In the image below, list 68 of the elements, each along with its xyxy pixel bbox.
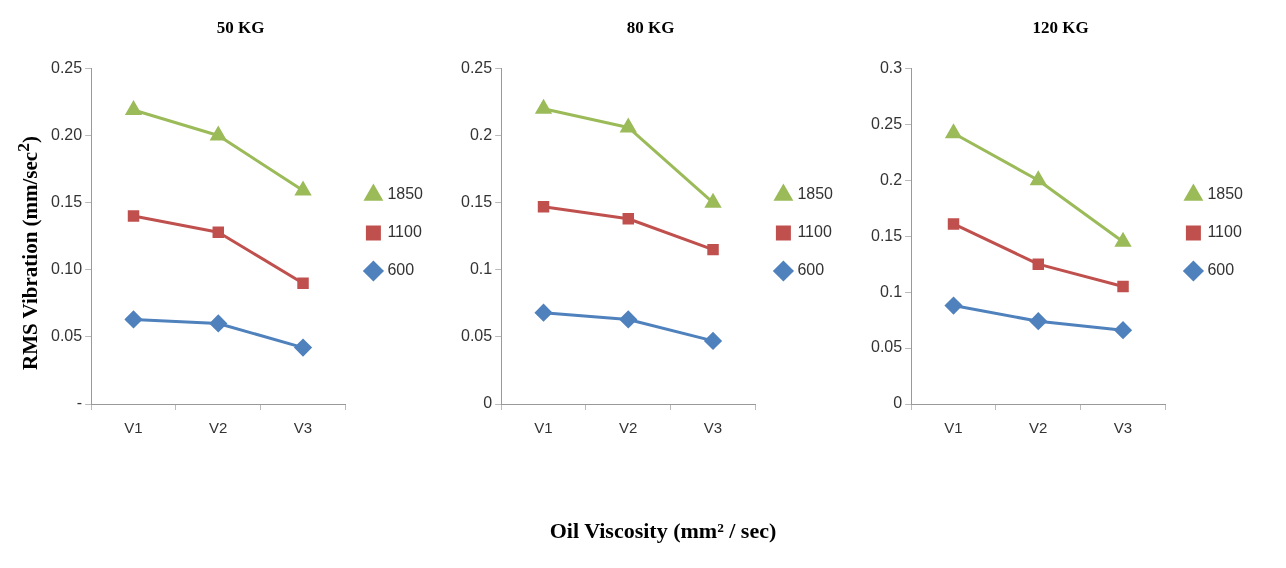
point [620,118,636,133]
point [1032,258,1045,270]
point [1029,312,1047,330]
x-tick-label: V1 [534,419,553,437]
x-tick-label: V3 [1113,419,1133,437]
point [210,127,226,141]
point [619,310,637,328]
legend-label: 1850 [797,185,834,203]
x-axis-title: Oil Viscosity (mm² / sec) [548,518,778,544]
legend-label: 1100 [797,223,832,241]
point [1030,171,1046,186]
legend-label: 1850 [1207,185,1244,203]
y-tick-label: 0.2 [879,170,903,188]
x-tick-label: V2 [619,419,638,437]
x-tick-label: V3 [293,419,313,437]
point [947,218,960,230]
point [1114,321,1132,339]
legend-label: 1850 [387,185,424,203]
point [945,124,962,139]
x-tick-label: V1 [124,419,143,437]
y-tick-label: - [76,394,83,412]
point [705,194,721,208]
legend-label: 1100 [387,223,422,241]
point [212,226,225,238]
x-tick-label: V2 [209,419,228,437]
y-tick-label: 0.05 [461,327,493,345]
x-tick-label: V1 [944,419,963,437]
point [209,314,227,332]
point [537,200,550,213]
x-tick-label: V3 [703,419,723,437]
point [622,213,635,225]
y-tick-label: 0.05 [871,338,903,356]
y-tick-label: 0.15 [461,193,493,211]
point [535,304,553,322]
y-tick-label: 0.10 [51,260,83,278]
y-tick-label: 0.3 [879,58,903,76]
chart-title: 80 KG [626,17,675,37]
legend-label: 1100 [1207,223,1242,241]
chart-title: 120 KG [1032,17,1089,37]
y-tick-label: 0.20 [51,125,83,143]
point [125,101,142,116]
y-tick-label: 0.25 [871,114,903,132]
point [1117,280,1129,293]
point [704,332,722,350]
y-tick-label: 0.05 [51,327,83,345]
y-tick-label: 0 [483,394,493,412]
y-tick-label: 0.1 [469,260,493,278]
x-tick-label: V2 [1029,419,1048,437]
point [535,100,552,114]
legend-label: 600 [797,261,825,279]
point [707,243,719,256]
point [1115,233,1131,247]
legend-label: 600 [1207,261,1235,279]
point [127,210,140,222]
y-tick-label: 0.1 [879,282,903,300]
y-tick-label: 0 [893,394,903,412]
point [295,182,311,196]
y-tick-label: 0.15 [871,226,903,244]
y-tick-label: 0.2 [469,125,493,143]
point [945,297,963,315]
point [125,310,143,328]
y-tick-label: 0.15 [51,193,83,211]
legend-label: 600 [387,261,415,279]
point [297,277,309,289]
point [294,339,312,357]
y-tick-label: 0.25 [51,58,83,76]
chart-title: 50 KG [216,17,265,37]
y-tick-label: 0.25 [461,58,493,76]
